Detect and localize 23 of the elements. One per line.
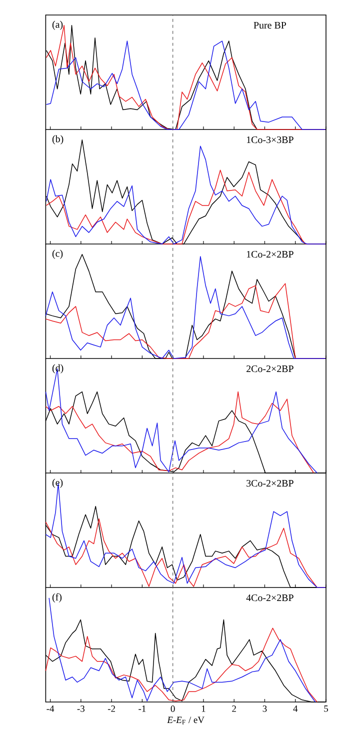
- x-tick-label: -1: [138, 706, 146, 712]
- annotation: (e): [52, 478, 63, 488]
- chart-title: 3Co-2×2BP: [246, 480, 294, 487]
- x-tick-label: 2: [232, 706, 236, 712]
- chart-title: 1Co-3×3BP: [246, 136, 294, 144]
- x-axis-title: E-E$_{F}$ / eV: [167, 716, 204, 724]
- annotation: (a): [52, 20, 63, 30]
- annotation: (c): [52, 250, 63, 259]
- annotation: (d): [52, 364, 64, 374]
- x-tick-label: 4: [293, 706, 298, 712]
- chart-title: 2Co-2×2BP: [246, 365, 294, 372]
- chart-title: Pure BP: [254, 22, 286, 29]
- x-tick-label: -2: [108, 706, 115, 712]
- x-tick-label: -4: [46, 706, 54, 712]
- chart-title: 1Co-2×2BP: [246, 250, 294, 258]
- annotation: (f): [52, 593, 62, 602]
- x-tick-label: -3: [77, 706, 84, 712]
- x-tick-label: 1: [202, 706, 206, 712]
- chart-title: 4Co-2×2BP: [246, 594, 294, 602]
- x-tick-label: 3: [262, 706, 267, 712]
- x-tick-label: 5: [324, 706, 328, 712]
- x-tick-label: 0: [170, 706, 175, 712]
- annotation: (b): [52, 135, 64, 144]
